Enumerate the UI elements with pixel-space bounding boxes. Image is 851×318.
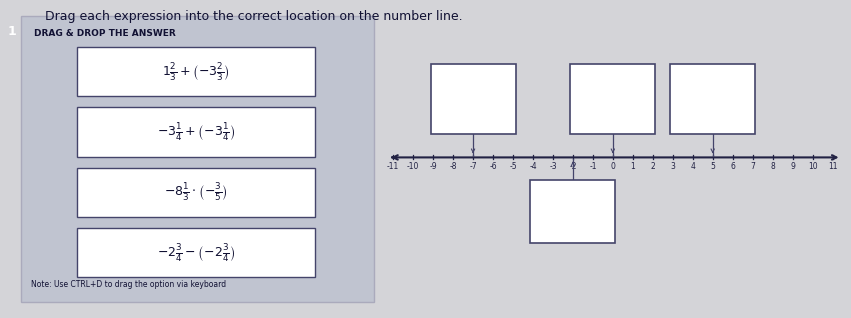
Text: $1\frac{2}{3}+\left(-3\frac{2}{3}\right)$: $1\frac{2}{3}+\left(-3\frac{2}{3}\right)…	[162, 61, 230, 82]
Text: 11: 11	[828, 162, 837, 171]
Text: -3: -3	[549, 162, 557, 171]
Text: 6: 6	[730, 162, 735, 171]
Text: 8: 8	[770, 162, 775, 171]
Text: -10: -10	[407, 162, 420, 171]
Text: 1: 1	[631, 162, 635, 171]
Text: 7: 7	[751, 162, 755, 171]
Text: 5: 5	[711, 162, 715, 171]
Text: DRAG & DROP THE ANSWER: DRAG & DROP THE ANSWER	[34, 29, 176, 38]
Text: Drag each expression into the correct location on the number line.: Drag each expression into the correct lo…	[45, 10, 463, 23]
Text: 9: 9	[790, 162, 795, 171]
Text: -5: -5	[509, 162, 517, 171]
Text: $-3\frac{1}{4}+\left(-3\frac{1}{4}\right)$: $-3\frac{1}{4}+\left(-3\frac{1}{4}\right…	[157, 121, 235, 143]
Text: $-8\frac{1}{3}\cdot\left(-\frac{3}{5}\right)$: $-8\frac{1}{3}\cdot\left(-\frac{3}{5}\ri…	[164, 182, 227, 203]
Text: $-2\frac{3}{4}-\left(-2\frac{3}{4}\right)$: $-2\frac{3}{4}-\left(-2\frac{3}{4}\right…	[157, 242, 235, 264]
Text: -11: -11	[387, 162, 399, 171]
Text: 3: 3	[671, 162, 675, 171]
Text: 1: 1	[8, 25, 16, 38]
Text: -8: -8	[449, 162, 457, 171]
Text: 2: 2	[650, 162, 655, 171]
Text: 0: 0	[610, 162, 615, 171]
Text: -1: -1	[589, 162, 597, 171]
Text: -4: -4	[529, 162, 537, 171]
Text: -6: -6	[489, 162, 497, 171]
Text: -7: -7	[469, 162, 477, 171]
Text: 10: 10	[808, 162, 817, 171]
Text: 4: 4	[690, 162, 695, 171]
Text: -2: -2	[569, 162, 577, 171]
Text: -9: -9	[429, 162, 437, 171]
Text: Note: Use CTRL+D to drag the option via keyboard: Note: Use CTRL+D to drag the option via …	[31, 280, 226, 289]
